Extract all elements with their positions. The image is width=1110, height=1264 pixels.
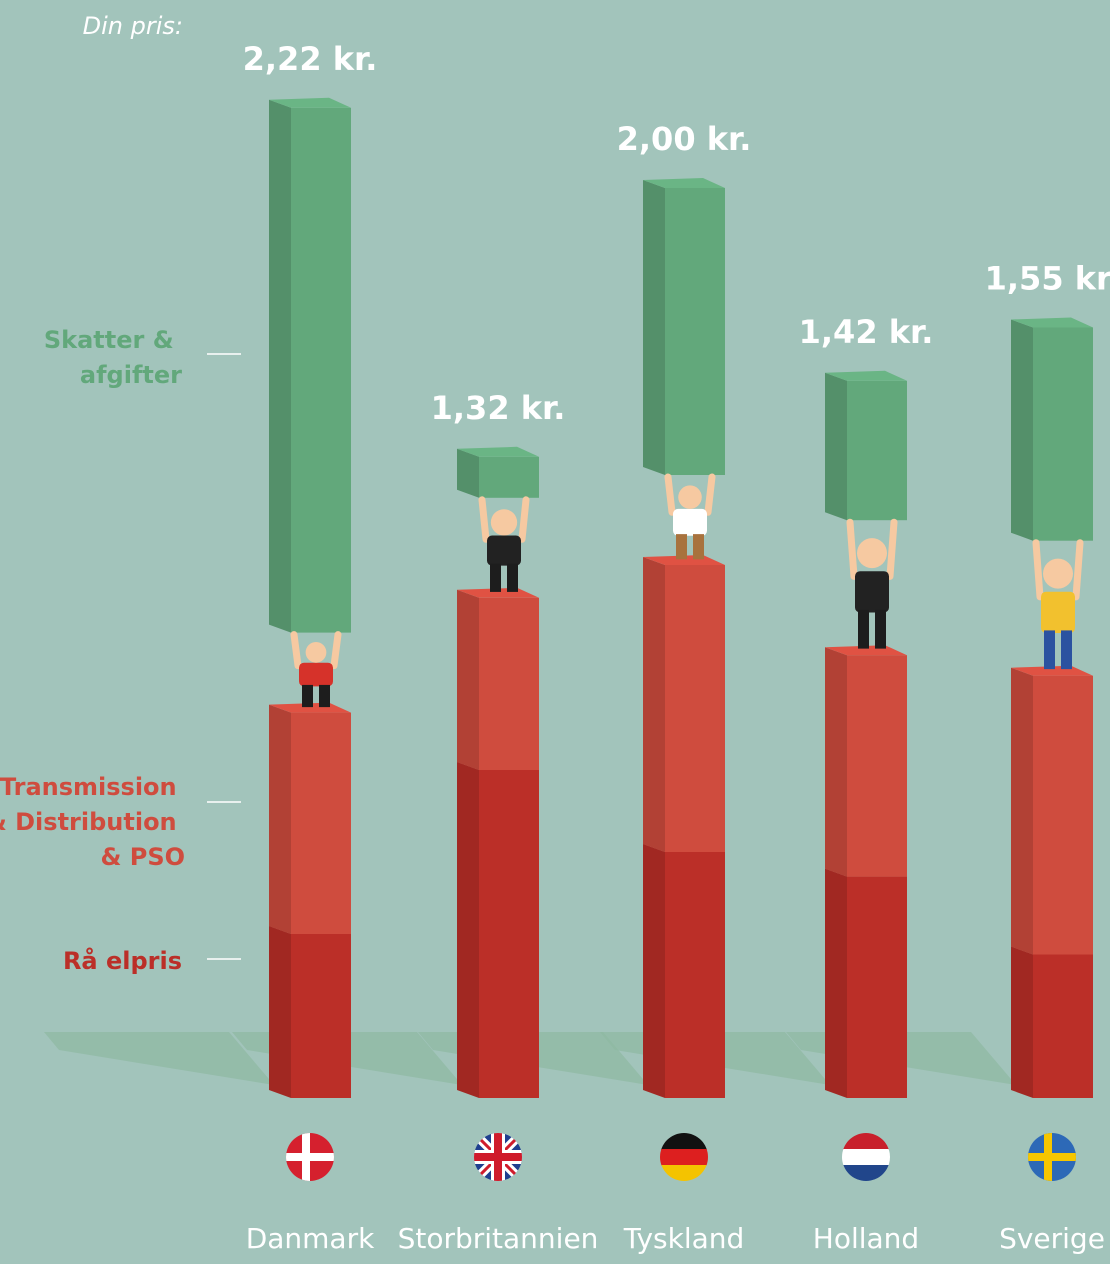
- country-label: Sverige: [999, 1222, 1105, 1255]
- total-label: 2,00 kr.: [617, 120, 752, 158]
- total-label: 2,22 kr.: [243, 40, 378, 78]
- bar-raw-price-holland: [825, 866, 907, 1098]
- flag-denmark-icon: [286, 1133, 334, 1181]
- country-label: Holland: [813, 1222, 919, 1255]
- figure-holland: [846, 518, 898, 649]
- bar-raw-price-sverige: [1011, 944, 1093, 1098]
- country-label: Danmark: [246, 1222, 375, 1255]
- legend: Skatter & afgifter Transmission & Distri…: [0, 326, 241, 975]
- bar-taxes-sverige: [1011, 317, 1093, 541]
- legend-transmission: Transmission & Distribution & PSO: [0, 773, 185, 871]
- total-label: 1,42 kr.: [799, 313, 934, 351]
- total-label: 1,55 kr.: [985, 260, 1110, 298]
- figure-danmark: [290, 631, 342, 708]
- bar-taxes-danmark: [269, 97, 351, 633]
- bars: [269, 97, 1093, 1098]
- country-label: Tyskland: [623, 1222, 745, 1255]
- figure-storbritannien: [478, 496, 530, 592]
- bar-raw-price-storbritannien: [457, 760, 539, 1098]
- legend-taxes: Skatter & afgifter: [44, 326, 182, 389]
- character-figures: [290, 473, 1084, 708]
- flag-germany-icon: [660, 1133, 708, 1181]
- flags: [286, 1133, 1076, 1181]
- bar-raw-price-tyskland: [643, 842, 725, 1098]
- flag-sweden-icon: [1028, 1133, 1076, 1181]
- flag-uk-icon: [474, 1133, 522, 1181]
- bar-transmission-danmark: [269, 702, 351, 934]
- legend-raw-price: Rå elpris: [63, 946, 182, 975]
- bar-transmission-sverige: [1011, 665, 1093, 955]
- bar-transmission-holland: [825, 645, 907, 877]
- labels: 2,22 kr. Danmark 1,32 kr. Storbritannien 2,0…: [243, 40, 1110, 1255]
- bar-taxes-tyskland: [643, 178, 725, 475]
- bar-taxes-holland: [825, 370, 907, 521]
- flag-netherlands-icon: [842, 1133, 890, 1181]
- bar-transmission-storbritannien: [457, 587, 539, 770]
- bar-raw-price-danmark: [269, 924, 351, 1098]
- bar-transmission-tyskland: [643, 555, 725, 852]
- figure-tyskland: [664, 473, 716, 560]
- country-label: Storbritannien: [398, 1222, 599, 1255]
- bar-taxes-storbritannien: [457, 446, 539, 498]
- total-label: 1,32 kr.: [431, 389, 566, 427]
- figure-sverige: [1032, 539, 1084, 670]
- din-pris-label: Din pris:: [83, 12, 183, 40]
- floor-shadow: [44, 1032, 274, 1085]
